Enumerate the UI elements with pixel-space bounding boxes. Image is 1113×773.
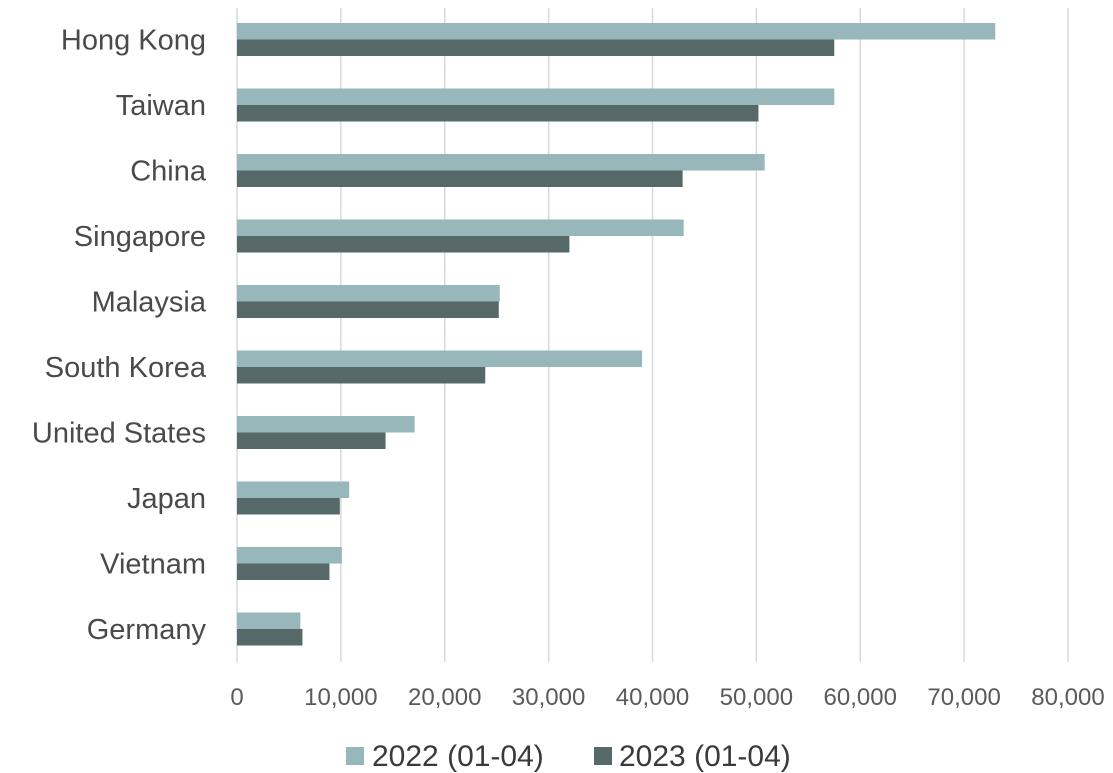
x-tick-label: 0 [230,684,243,711]
category-label: China [130,156,207,188]
bar-2022-united-states [237,416,415,433]
bar-2023-china [237,170,683,187]
legend-label: 2022 (01-04) [372,740,544,773]
bar-2022-hong-kong [237,23,996,40]
bar-2023-taiwan [237,105,759,122]
bar-2023-japan [237,498,340,515]
x-tick-label: 60,000 [824,684,897,711]
x-tick-label: 20,000 [408,684,481,711]
bar-2023-south-korea [237,367,486,384]
category-label: Germany [87,614,207,646]
x-axis-tick-labels: 0 10,000 20,000 30,000 40,000 50,000 60,000 70,… [230,684,1104,711]
x-tick-label: 70,000 [927,684,1000,711]
category-label: Singapore [74,221,206,253]
bar-2023-hong-kong [237,39,835,56]
legend: 2022 (01-04) 2023 (01-04) [346,740,791,773]
bar-2023-vietnam [237,563,330,580]
legend-swatch [346,747,364,765]
x-tick-label: 80,000 [1031,684,1104,711]
x-tick-label: 40,000 [616,684,689,711]
bar-2023-united-states [237,432,386,449]
category-label: Malaysia [92,287,207,319]
category-label: South Korea [45,352,207,384]
bar-2023-malaysia [237,301,499,318]
bar-2022-south-korea [237,350,643,367]
category-labels: Hong Kong Taiwan China Singapore Malaysia Sou… [32,25,207,647]
x-tick-label: 10,000 [304,684,377,711]
bar-2022-vietnam [237,547,342,564]
bars [237,23,996,646]
bar-2022-germany [237,612,301,629]
bar-2022-china [237,154,765,171]
legend-label: 2023 (01-04) [619,740,791,773]
bar-2023-singapore [237,236,570,253]
bar-2022-japan [237,481,350,498]
bar-2022-singapore [237,219,684,236]
legend-swatch [594,747,612,765]
x-tick-label: 50,000 [720,684,793,711]
x-tick-label: 30,000 [512,684,585,711]
category-label: United States [32,418,206,450]
category-label: Vietnam [100,549,206,581]
category-label: Taiwan [116,90,206,122]
bar-2023-germany [237,629,303,646]
category-label: Hong Kong [61,25,206,57]
bar-2022-malaysia [237,285,500,302]
bar-2022-taiwan [237,88,835,105]
category-label: Japan [127,483,206,515]
